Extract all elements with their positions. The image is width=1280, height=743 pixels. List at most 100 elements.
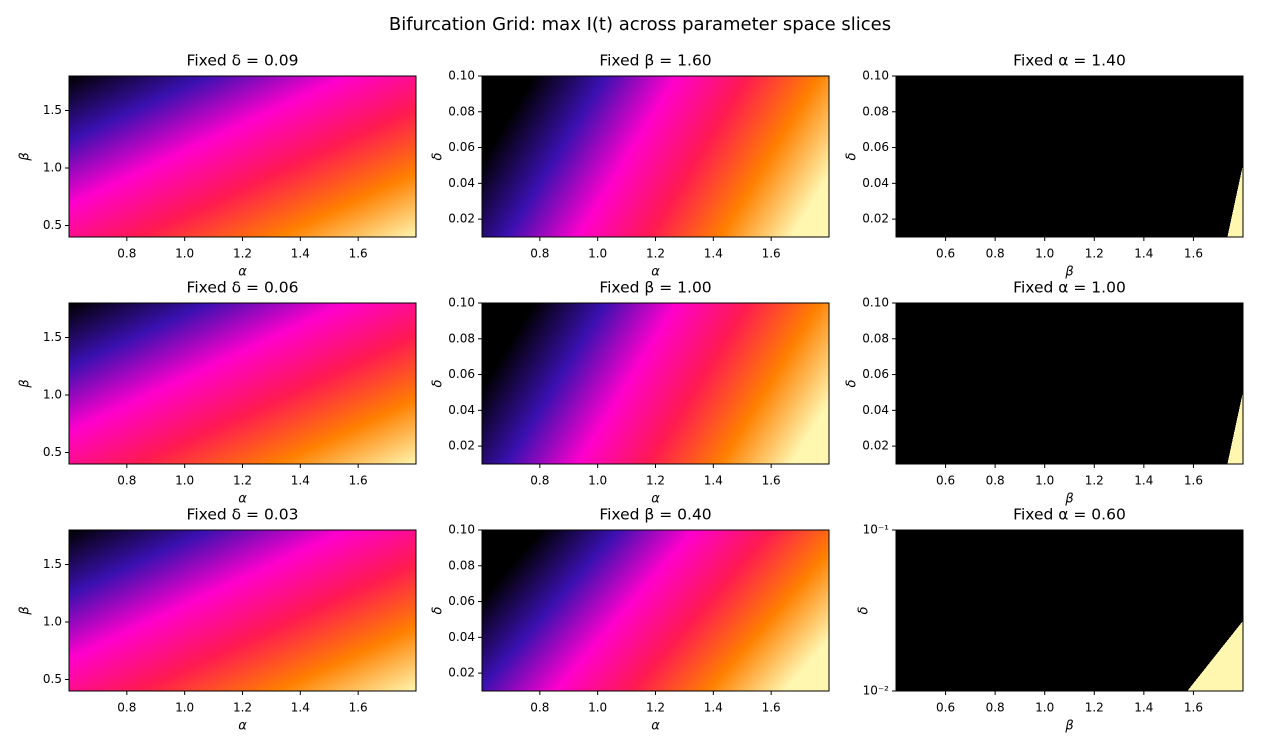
y-tick-label: 0.04 <box>448 176 475 190</box>
x-axis-label: α <box>238 492 247 507</box>
y-tick-label: 0.08 <box>862 104 889 118</box>
x-tick-label: 1.0 <box>588 701 607 715</box>
x-tick-label: 0.8 <box>530 247 549 261</box>
y-axis-label: β <box>18 379 33 388</box>
x-tick-label: 1.2 <box>646 247 665 261</box>
axes-title: Fixed δ = 0.03 <box>187 506 299 524</box>
y-tick-label: 0.5 <box>43 445 62 459</box>
y-tick-label: 0.02 <box>448 212 475 226</box>
y-tick-label: 0.06 <box>448 367 475 381</box>
y-tick-label: 0.10 <box>448 69 475 83</box>
y-axis-label: δ <box>845 379 860 387</box>
x-tick-label: 1.2 <box>233 701 252 715</box>
x-tick-label: 1.0 <box>588 474 607 488</box>
y-tick-label: 0.04 <box>862 403 889 417</box>
heatmap-field <box>896 530 1243 691</box>
axes-frame <box>895 75 1244 238</box>
axes-title: Fixed α = 0.60 <box>1013 506 1126 524</box>
x-tick-label: 1.6 <box>1184 474 1203 488</box>
y-tick-label: 1.5 <box>43 330 62 344</box>
x-tick-label: 1.6 <box>762 701 781 715</box>
x-tick-label: 1.2 <box>646 474 665 488</box>
y-axis-label: δ <box>857 606 872 614</box>
y-axis-label: β <box>18 152 33 161</box>
x-tick-label: 1.4 <box>704 474 723 488</box>
y-tick-label: 10⁻² <box>863 684 890 698</box>
x-tick-label: 1.6 <box>349 474 368 488</box>
heatmap-field <box>482 76 829 237</box>
x-axis-label: β <box>1064 719 1073 734</box>
x-tick-label: 1.4 <box>1134 247 1153 261</box>
x-tick-label: 1.6 <box>1184 701 1203 715</box>
y-tick-label: 0.04 <box>448 630 475 644</box>
axes-title: Fixed β = 1.00 <box>599 279 711 297</box>
x-tick-label: 1.2 <box>1085 474 1104 488</box>
x-tick-label: 1.0 <box>175 701 194 715</box>
x-tick-label: 0.6 <box>936 701 955 715</box>
y-axis-label: δ <box>431 379 446 387</box>
x-tick-label: 1.4 <box>704 701 723 715</box>
x-axis-label: α <box>238 719 247 734</box>
x-tick-label: 1.2 <box>1085 701 1104 715</box>
x-tick-label: 1.0 <box>1035 701 1054 715</box>
heatmap-field <box>69 303 416 464</box>
x-tick-label: 1.0 <box>1035 474 1054 488</box>
axes-title: Fixed α = 1.00 <box>1013 279 1126 297</box>
y-tick-label: 0.10 <box>862 69 889 83</box>
x-tick-label: 1.4 <box>291 474 310 488</box>
y-tick-label: 0.10 <box>448 523 475 537</box>
y-axis-label: δ <box>431 606 446 614</box>
y-tick-label: 0.5 <box>43 218 62 232</box>
y-tick-label: 0.06 <box>862 140 889 154</box>
y-tick-label: 10⁻¹ <box>863 523 890 537</box>
axes-title: Fixed β = 0.40 <box>599 506 711 524</box>
x-tick-label: 0.8 <box>117 247 136 261</box>
heatmap-field <box>69 530 416 691</box>
x-tick-label: 1.4 <box>704 247 723 261</box>
x-tick-label: 1.6 <box>349 701 368 715</box>
x-tick-label: 0.8 <box>530 474 549 488</box>
x-tick-label: 1.2 <box>233 474 252 488</box>
x-tick-label: 1.0 <box>175 474 194 488</box>
x-tick-label: 0.8 <box>117 701 136 715</box>
y-tick-label: 0.02 <box>862 212 889 226</box>
x-tick-label: 1.6 <box>349 247 368 261</box>
y-tick-label: 0.02 <box>862 439 889 453</box>
x-tick-label: 0.8 <box>986 474 1005 488</box>
axes-title: Fixed δ = 0.09 <box>187 52 299 70</box>
x-tick-label: 1.6 <box>762 247 781 261</box>
y-tick-label: 0.10 <box>448 296 475 310</box>
x-tick-label: 1.0 <box>175 247 194 261</box>
x-tick-label: 0.8 <box>117 474 136 488</box>
axes-title: Fixed β = 1.60 <box>599 52 711 70</box>
x-tick-label: 0.8 <box>986 701 1005 715</box>
y-tick-label: 1.0 <box>43 615 62 629</box>
axes-frame <box>895 302 1244 465</box>
x-tick-label: 0.6 <box>936 474 955 488</box>
heatmap-field <box>896 76 1243 237</box>
y-axis-label: δ <box>845 152 860 160</box>
y-tick-label: 0.06 <box>862 367 889 381</box>
x-axis-label: β <box>1064 492 1073 507</box>
y-tick-label: 1.5 <box>43 557 62 571</box>
figure-title: Bifurcation Grid: max I(t) across parame… <box>389 14 891 35</box>
x-tick-label: 1.4 <box>291 701 310 715</box>
x-tick-label: 1.6 <box>762 474 781 488</box>
x-tick-label: 0.8 <box>530 701 549 715</box>
heatmap-field <box>69 76 416 237</box>
y-axis-label: δ <box>431 152 446 160</box>
x-tick-label: 1.4 <box>291 247 310 261</box>
y-tick-label: 0.08 <box>862 331 889 345</box>
heatmap-field <box>482 530 829 691</box>
axes-title: Fixed δ = 0.06 <box>187 279 299 297</box>
x-tick-label: 0.6 <box>936 247 955 261</box>
x-tick-label: 1.2 <box>233 247 252 261</box>
y-tick-label: 0.10 <box>862 296 889 310</box>
y-tick-label: 0.08 <box>448 331 475 345</box>
y-tick-label: 1.0 <box>43 161 62 175</box>
y-tick-label: 0.04 <box>862 176 889 190</box>
y-tick-label: 0.06 <box>448 140 475 154</box>
x-tick-label: 1.0 <box>588 247 607 261</box>
x-tick-label: 1.6 <box>1184 247 1203 261</box>
